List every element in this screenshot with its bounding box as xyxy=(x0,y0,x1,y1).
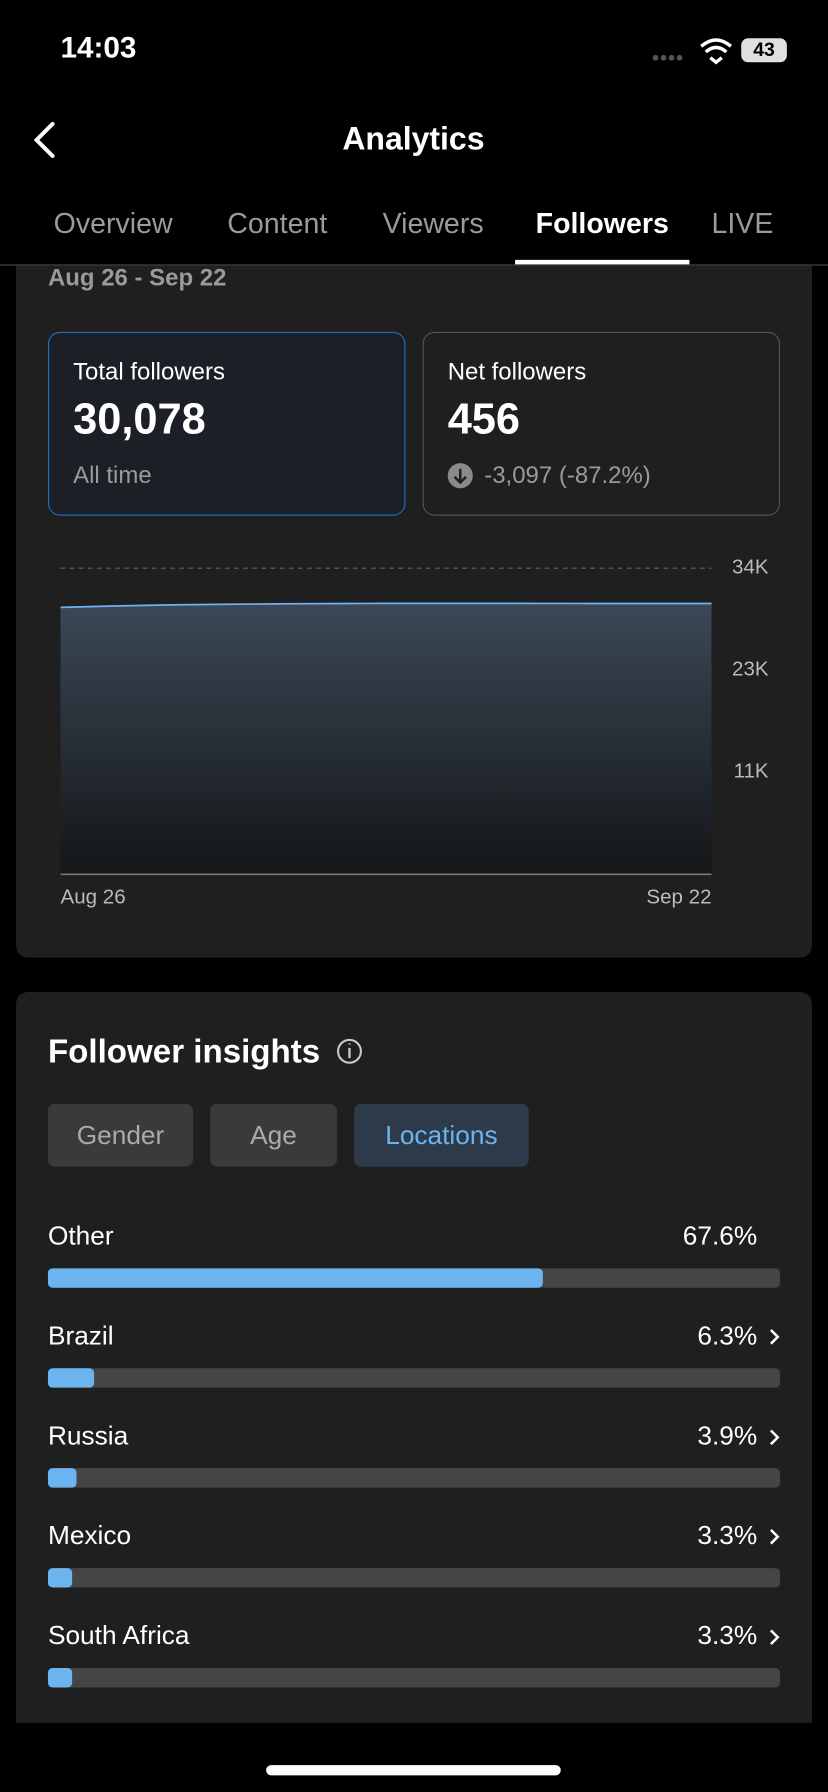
location-name: South Africa xyxy=(48,1620,190,1650)
page-title: Analytics xyxy=(342,121,484,157)
signal-dots xyxy=(652,54,683,61)
total-followers-card[interactable] xyxy=(47,331,406,516)
filter-button[interactable] xyxy=(210,1103,337,1167)
tab[interactable]: Overview xyxy=(54,208,173,240)
net-followers-card[interactable] xyxy=(422,331,781,516)
bar xyxy=(47,1268,543,1288)
tab[interactable]: LIVE xyxy=(712,208,774,240)
card-value: 456 xyxy=(448,396,520,444)
filter-label: Locations xyxy=(385,1120,497,1150)
y-tick-label: 23K xyxy=(732,658,769,681)
location-name: Russia xyxy=(48,1420,129,1450)
tab[interactable]: Viewers xyxy=(383,208,484,240)
tab[interactable]: Followers xyxy=(536,208,669,240)
x-tick-label: Sep 22 xyxy=(646,886,711,909)
filter-label: Gender xyxy=(77,1120,165,1150)
row-chevrons xyxy=(770,1329,780,1645)
bar xyxy=(47,1668,73,1688)
bar xyxy=(47,1468,77,1488)
location-name: Mexico xyxy=(48,1520,131,1550)
bar-track xyxy=(47,1668,781,1688)
filter-button[interactable] xyxy=(354,1103,529,1167)
location-percent: 67.6% xyxy=(683,1220,757,1250)
card-note: All time xyxy=(73,462,152,489)
down-arrow xyxy=(453,468,467,485)
date-range: Aug 26 - Sep 22 xyxy=(48,265,227,292)
card-label: Total followers xyxy=(73,358,225,385)
bar xyxy=(47,1368,95,1388)
bar-track xyxy=(47,1568,781,1588)
y-tick-label: 34K xyxy=(732,556,769,579)
info-icon[interactable] xyxy=(337,1038,362,1064)
battery-level: 43 xyxy=(753,39,775,61)
bar-track xyxy=(47,1368,781,1388)
battery-icon xyxy=(741,38,787,63)
insights-title: Follower insights xyxy=(48,1033,320,1070)
x-tick-label: Aug 26 xyxy=(61,886,126,909)
insights-panel xyxy=(15,991,813,1723)
chevron[interactable] xyxy=(770,1528,780,1545)
bar-track xyxy=(47,1468,781,1488)
filter-button[interactable] xyxy=(47,1103,194,1167)
y-tick-label: 11K xyxy=(734,760,769,783)
location-percent: 6.3% xyxy=(697,1320,757,1350)
location-percent: 3.3% xyxy=(697,1520,757,1550)
location-percent: 3.3% xyxy=(697,1620,757,1650)
line xyxy=(60,602,712,609)
wifi-icon xyxy=(700,38,733,65)
status-time: 14:03 xyxy=(61,32,137,65)
tab-underline xyxy=(515,259,690,265)
card-value: 30,078 xyxy=(73,396,206,444)
card-label: Net followers xyxy=(448,358,587,385)
chevron[interactable] xyxy=(770,1429,780,1446)
area-fill xyxy=(60,603,712,875)
home-indicator xyxy=(266,1765,561,1776)
card-note: -3,097 (-87.2%) xyxy=(484,462,651,489)
filter-label: Age xyxy=(250,1120,297,1150)
back-button[interactable] xyxy=(33,121,55,158)
tab[interactable]: Content xyxy=(227,208,327,240)
location-name: Brazil xyxy=(48,1320,114,1350)
location-percent: 3.9% xyxy=(697,1420,757,1450)
location-name: Other xyxy=(48,1220,114,1250)
chevron[interactable] xyxy=(770,1329,780,1345)
bar xyxy=(47,1568,73,1588)
chevron[interactable] xyxy=(770,1629,780,1645)
